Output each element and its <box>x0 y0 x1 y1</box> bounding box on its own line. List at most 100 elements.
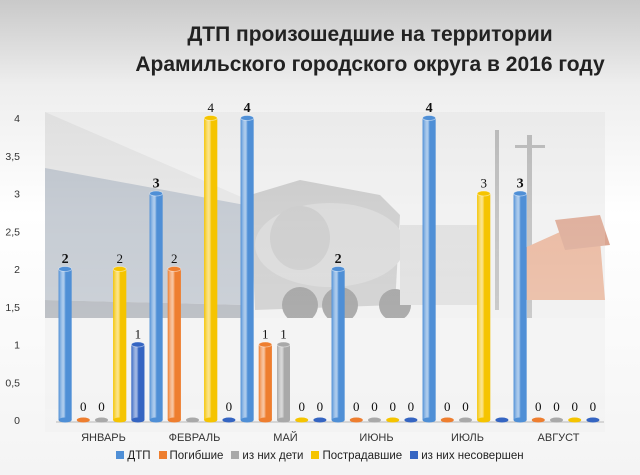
bar-base <box>513 417 527 423</box>
bar-base <box>422 417 436 423</box>
x-tick-label: АВГУСТ <box>538 432 580 444</box>
bar-cap <box>149 190 164 197</box>
data-label: 2 <box>62 252 69 267</box>
bar-highlight <box>422 118 436 420</box>
data-label: 2 <box>171 251 178 266</box>
bar-zero-disc <box>386 417 400 423</box>
bar <box>422 115 437 423</box>
legend-swatch <box>231 451 240 459</box>
data-label: 0 <box>408 399 415 414</box>
bar-cap <box>58 266 72 272</box>
bar <box>313 417 327 423</box>
bar <box>331 266 346 423</box>
bar-zero-disc <box>495 417 509 423</box>
bar <box>58 266 72 423</box>
bar-highlight <box>149 193 163 420</box>
bar-cap <box>276 341 291 348</box>
bar-base <box>240 417 254 423</box>
data-label: 2 <box>335 252 342 267</box>
bar-highlight <box>204 118 218 420</box>
bar-base <box>204 417 218 423</box>
legend-item: ДТП <box>116 450 151 462</box>
bar-series-group <box>58 115 600 423</box>
bar-cap <box>167 266 182 272</box>
bar-cap <box>331 266 346 272</box>
bar <box>76 417 90 423</box>
bar-cap <box>112 266 127 272</box>
bar <box>186 417 199 423</box>
bar-cap <box>258 341 273 348</box>
bar <box>404 417 418 423</box>
legend-item: из них дети <box>231 450 303 462</box>
data-label: 0 <box>444 399 451 414</box>
bar-cap <box>240 115 255 121</box>
y-tick-label: 3 <box>14 189 20 201</box>
bar <box>258 341 273 423</box>
bar <box>531 417 545 423</box>
bar-highlight <box>331 269 345 420</box>
y-tick-label: 4 <box>14 113 20 125</box>
data-label: 3 <box>517 177 524 192</box>
bar <box>240 115 255 423</box>
legend-item: Пострадавшие <box>311 450 402 462</box>
bar <box>495 417 509 423</box>
data-label: 2 <box>116 251 123 266</box>
bar <box>203 115 218 423</box>
data-label: 4 <box>426 101 433 116</box>
data-label: 0 <box>371 399 378 414</box>
bar <box>459 417 472 423</box>
y-tick-label: 1 <box>14 340 20 352</box>
bar-base <box>277 417 290 423</box>
x-axis: ЯНВАРЬ ФЕВРАЛЬ МАЙ ИЮНЬ ИЮЛЬ АВГУСТ <box>56 421 604 444</box>
bar-highlight <box>513 193 527 420</box>
x-tick-label: ИЮНЬ <box>359 432 393 444</box>
data-label: 0 <box>98 399 105 414</box>
data-label: 1 <box>135 327 142 342</box>
data-label: 3 <box>480 176 487 191</box>
bar-zero-disc <box>586 417 600 423</box>
bar-base <box>258 417 272 423</box>
data-label: 0 <box>298 399 305 414</box>
bar-zero-disc <box>568 417 582 423</box>
bar-zero-disc <box>550 417 563 423</box>
data-label: 0 <box>353 399 360 414</box>
bar-zero-disc <box>295 417 309 423</box>
legend-swatch <box>116 451 125 459</box>
bar <box>349 417 363 423</box>
data-label: 3 <box>153 177 160 192</box>
bar-highlight <box>113 269 127 420</box>
bar-zero-disc <box>459 417 472 423</box>
chart-legend: ДТП Погибшие из них дети Пострадавшие из них… <box>0 450 640 462</box>
y-tick-label: 0 <box>14 415 20 427</box>
bar <box>130 341 145 423</box>
bar <box>586 417 600 423</box>
y-tick-label: 3,5 <box>5 151 20 163</box>
bar <box>386 417 400 423</box>
bar <box>222 417 236 423</box>
legend-label: ДТП <box>127 450 151 462</box>
data-label: 0 <box>571 399 578 414</box>
data-label: 0 <box>317 399 324 414</box>
bar-highlight <box>277 344 290 420</box>
bar-base <box>113 417 127 423</box>
bar <box>276 341 291 423</box>
legend-item: Погибшие <box>158 450 224 462</box>
y-tick-label: 2 <box>14 264 20 276</box>
bar-zero-disc <box>186 417 199 423</box>
bar-highlight <box>258 344 272 420</box>
bar-zero-disc <box>368 417 381 423</box>
data-label: 1 <box>280 327 287 342</box>
legend-swatch <box>158 451 167 459</box>
data-label: 0 <box>553 399 560 414</box>
bar-zero-disc <box>349 417 363 423</box>
bar-highlight <box>131 344 145 420</box>
bar-cap <box>130 341 145 348</box>
bar-base <box>58 417 72 423</box>
data-label: 0 <box>535 399 542 414</box>
legend-label: Погибшие <box>169 450 224 462</box>
data-label: 0 <box>226 399 233 414</box>
y-tick-label: 0,5 <box>5 377 20 389</box>
